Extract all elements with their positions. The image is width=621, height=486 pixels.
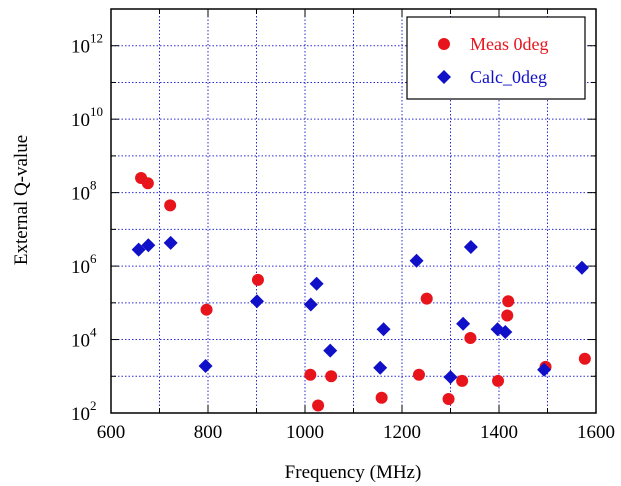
y-tick-label: 10	[71, 257, 90, 278]
data-point-meas	[501, 309, 514, 322]
legend-marker-meas	[438, 38, 450, 50]
legend-box	[406, 16, 586, 100]
x-tick-labels: 600 800 1000 1200 1400 1600	[97, 422, 615, 443]
data-point-meas	[375, 391, 388, 404]
axis-ticks	[111, 9, 596, 413]
y-tick-label: 10	[71, 37, 90, 58]
y-tick-label: 10	[71, 184, 90, 205]
legend: Meas 0deg Calc_0deg	[406, 16, 586, 100]
data-point-calc	[303, 297, 318, 312]
data-point-meas	[141, 177, 154, 190]
y-tick-label-exponent: 6	[90, 251, 97, 266]
data-point-calc	[409, 253, 424, 268]
y-tick-label-exponent: 12	[90, 31, 103, 46]
data-point-meas	[325, 370, 338, 383]
data-point-calc	[443, 370, 458, 385]
data-point-meas	[456, 374, 469, 387]
y-tick-label-exponent: 10	[90, 104, 103, 119]
grid	[111, 9, 596, 413]
x-tick-label: 1200	[383, 422, 421, 443]
data-point-meas	[304, 368, 317, 381]
data-point-calc	[309, 276, 324, 291]
y-tick-label: 10	[71, 404, 90, 425]
y-tick-label-exponent: 2	[90, 398, 97, 413]
data-point-meas	[312, 399, 325, 412]
legend-marker-calc	[437, 70, 451, 84]
data-point-calc	[456, 316, 471, 331]
data-point-calc	[498, 325, 513, 340]
y-tick-label-exponent: 8	[90, 178, 97, 193]
y-tick-label-exponent: 4	[90, 325, 97, 340]
x-tick-label: 1600	[577, 422, 615, 443]
data-point-meas	[492, 374, 505, 387]
y-tick-label: 10	[71, 110, 90, 131]
data-point-calc	[537, 362, 552, 377]
data-point-calc	[323, 343, 338, 358]
x-tick-label: 1400	[480, 422, 518, 443]
data-point-calc	[131, 242, 146, 257]
plot-frame	[110, 8, 597, 414]
data-point-calc	[463, 240, 478, 255]
data-point-meas	[578, 352, 591, 365]
data-point-meas	[412, 368, 425, 381]
data-point-calc	[198, 359, 213, 374]
data-point-calc	[373, 360, 388, 375]
data-point-meas	[502, 295, 515, 308]
legend-label-meas: Meas 0deg	[470, 34, 548, 54]
data-point-calc	[376, 322, 391, 337]
data-point-meas	[200, 303, 213, 316]
x-tick-label: 600	[97, 422, 126, 443]
x-tick-label: 800	[194, 422, 223, 443]
x-tick-label: 1000	[286, 422, 324, 443]
x-axis-label: Frequency (MHz)	[285, 462, 422, 483]
data-point-meas	[442, 393, 455, 406]
data-point-calc	[574, 260, 589, 275]
data-point-calc	[141, 238, 156, 253]
series-calc	[131, 235, 589, 385]
data-points	[131, 172, 591, 412]
data-point-meas	[164, 199, 177, 212]
data-point-calc	[249, 294, 264, 309]
y-axis-label: External Q-value	[11, 135, 32, 265]
data-point-meas	[251, 273, 264, 286]
data-point-meas	[464, 332, 477, 345]
data-point-calc	[163, 235, 178, 250]
y-tick-label: 10	[71, 331, 90, 352]
legend-label-calc: Calc_0deg	[470, 67, 547, 87]
data-point-meas	[420, 292, 433, 305]
